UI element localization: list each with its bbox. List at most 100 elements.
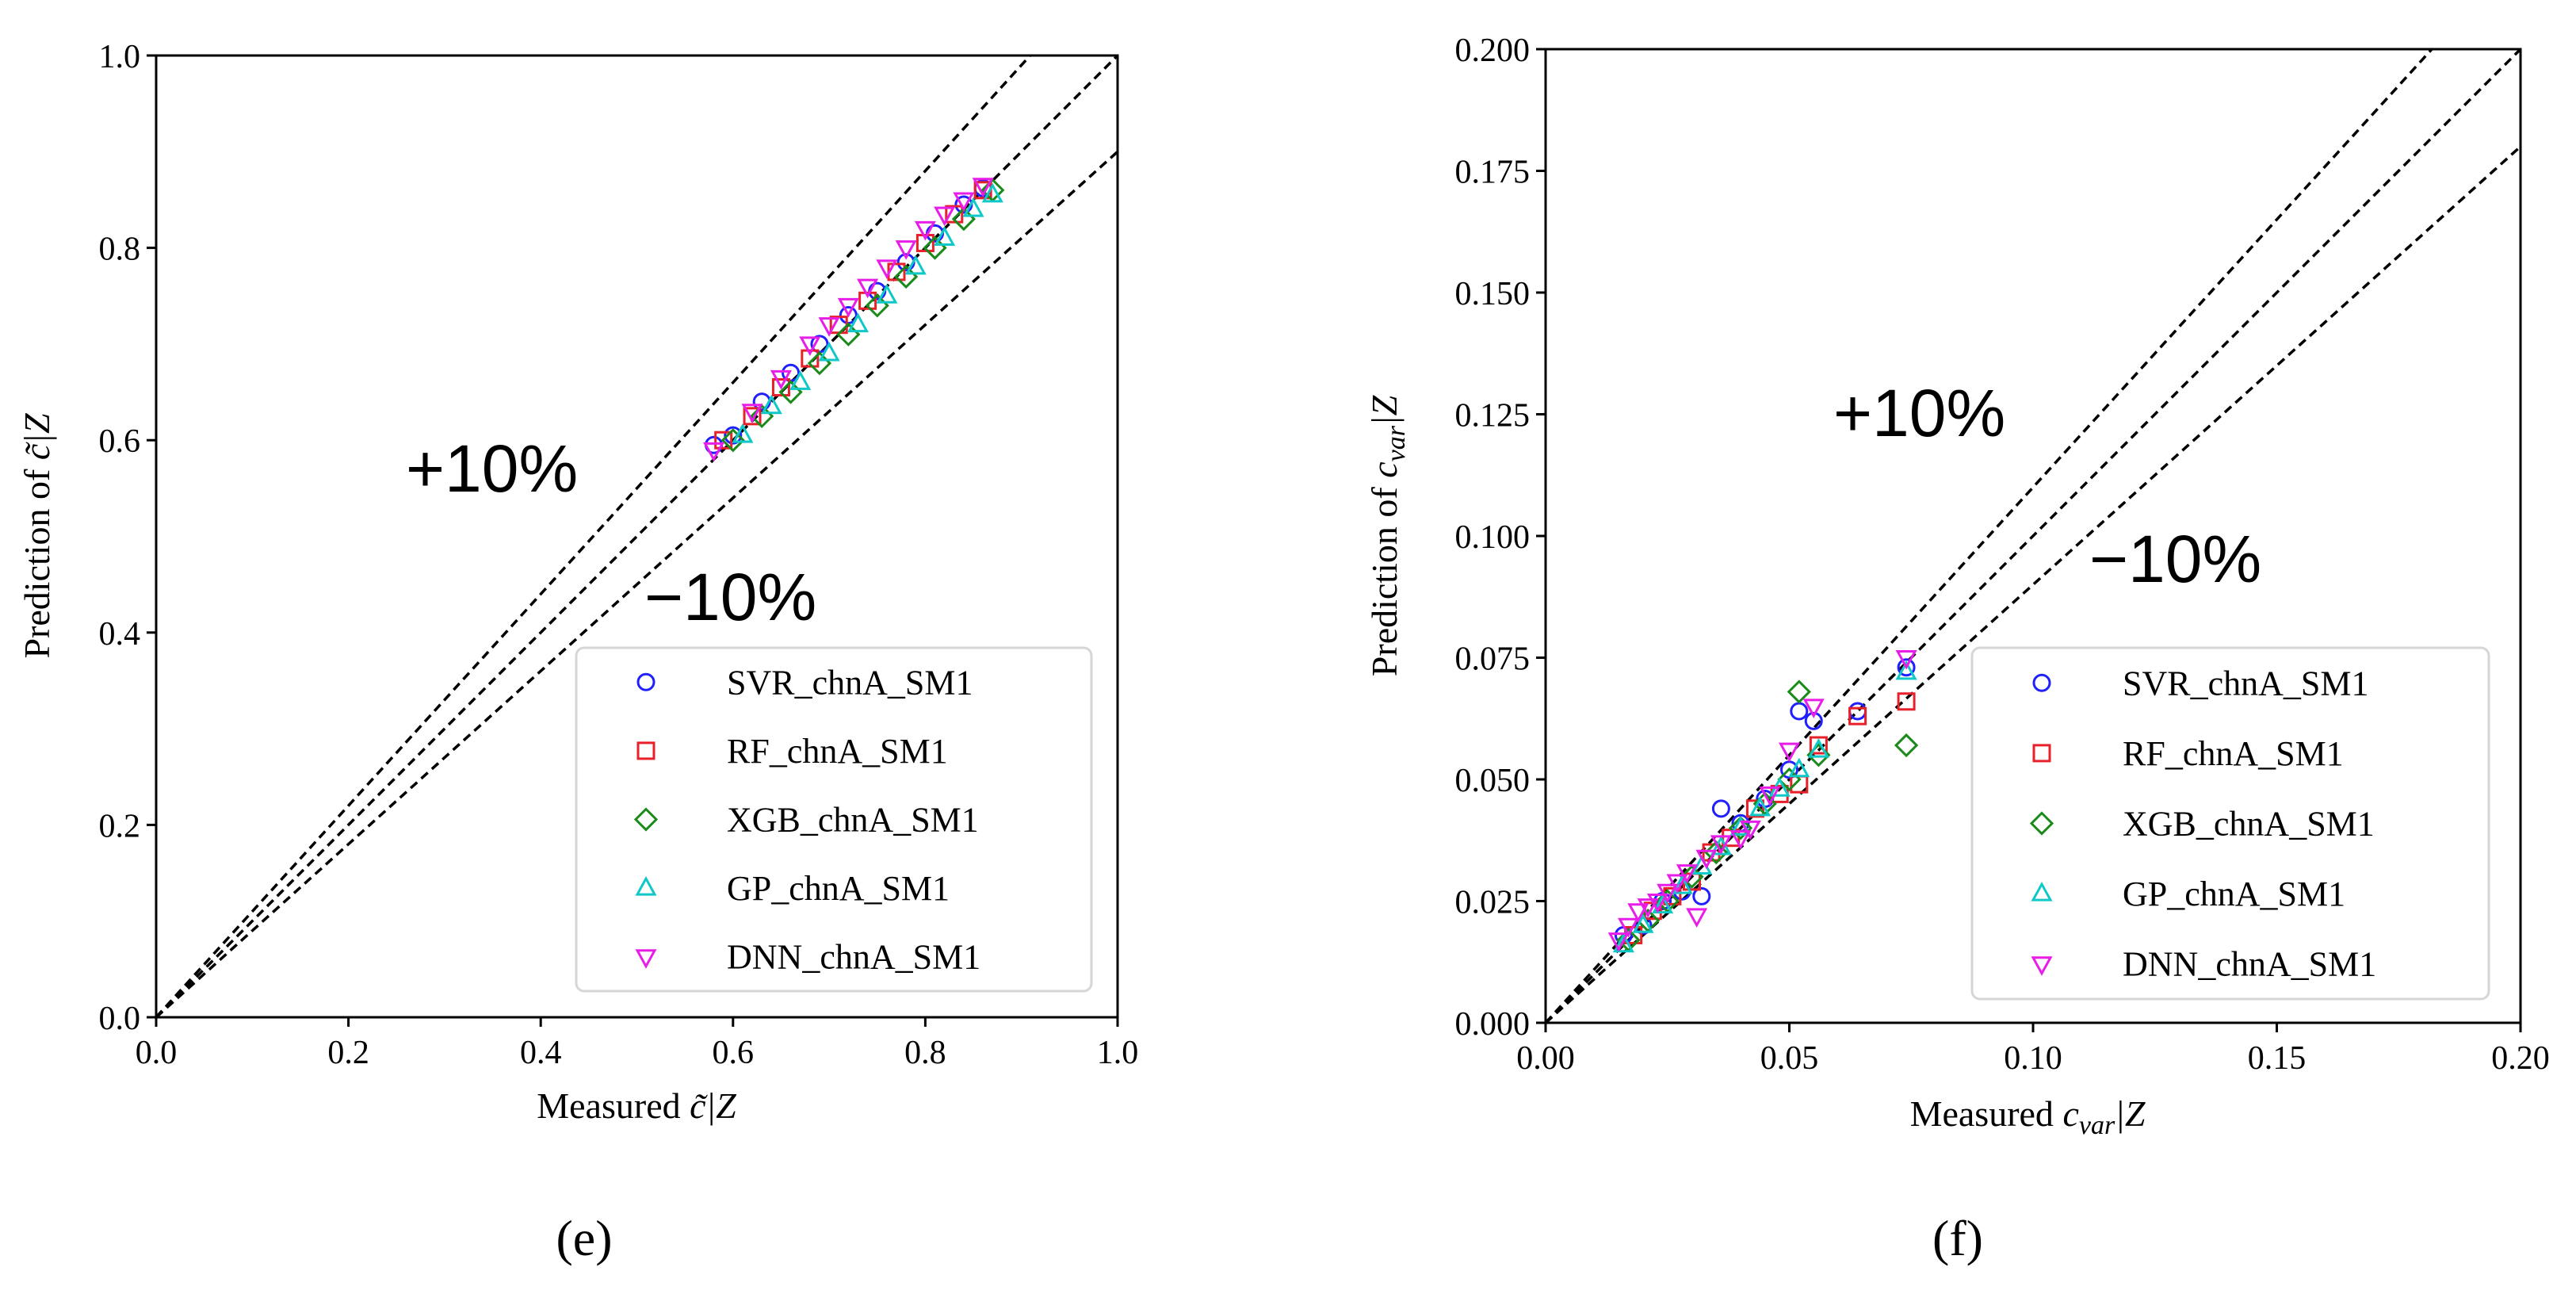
data-point (1802, 699, 1825, 719)
data-point (1848, 702, 1867, 721)
x-tick-label: 0.15 (2248, 1040, 2307, 1077)
legend-box (575, 646, 1093, 993)
y-axis-label: Prediction of cvar|Z (1364, 395, 1411, 676)
legend-marker (635, 875, 657, 896)
data-point (1848, 706, 1867, 725)
data-point (789, 370, 812, 390)
data-point (1897, 692, 1916, 711)
legend-marker (2032, 744, 2051, 763)
data-point (858, 291, 877, 310)
series-DNN_chnA_SM1 (703, 178, 994, 462)
legend-marker (2031, 956, 2053, 976)
y-tick-label: 0.175 (1455, 155, 1531, 191)
data-point (818, 317, 840, 337)
legend-marker (635, 949, 657, 969)
data-point (914, 220, 936, 241)
legend-label: DNN_chnA_SM1 (2123, 945, 2376, 984)
y-axis-label: Prediction of c̃|Z (17, 413, 57, 658)
data-point (876, 284, 898, 304)
data-point (1894, 733, 1919, 758)
data-point (799, 336, 821, 357)
data-point (836, 322, 861, 346)
data-point (1787, 679, 1811, 704)
annotation-plus-10-percent: +10% (406, 431, 578, 506)
data-point (714, 431, 733, 450)
legend-label: XGB_chnA_SM1 (2123, 805, 2375, 844)
reference-line-minus-10 (1546, 145, 2521, 1023)
data-point (1646, 894, 1668, 913)
x-tick-label: 1.0 (1097, 1035, 1139, 1071)
data-point (972, 178, 994, 197)
x-tick-label: 0.0 (136, 1035, 178, 1071)
legend-marker (2029, 811, 2054, 836)
y-tick-label: 0.0 (99, 1001, 141, 1037)
data-point (724, 426, 743, 445)
data-point (1749, 796, 1771, 817)
data-point (904, 255, 927, 275)
legend-label: GP_chnA_SM1 (727, 869, 950, 908)
data-point (1652, 894, 1674, 914)
y-tick-label: 0.050 (1455, 763, 1531, 799)
legend-label: GP_chnA_SM1 (2123, 875, 2345, 913)
data-point (1895, 660, 1917, 680)
legend-label: DNN_chnA_SM1 (727, 938, 980, 977)
data-point (732, 423, 754, 443)
data-point (981, 182, 1003, 203)
data-point (807, 351, 832, 376)
y-tick-label: 0.100 (1455, 519, 1531, 556)
legend-label: RF_chnA_SM1 (2123, 734, 2344, 773)
panel-f-scatter-chart: 0.00 0.05 0.10 0.15 0.20 0.000 0.025 0.050 0.075… (1364, 33, 2550, 1266)
data-point (1607, 932, 1630, 952)
data-point (1804, 711, 1823, 730)
y-tick-label: 0.075 (1455, 641, 1531, 678)
data-point (1711, 799, 1730, 818)
reference-line-minus-10 (156, 150, 1118, 1017)
x-axis-label: Measured c̃|Z (537, 1085, 736, 1126)
legend-label: RF_chnA_SM1 (727, 732, 948, 771)
data-point (1692, 886, 1711, 905)
panel-label: (e) (556, 1210, 612, 1266)
y-tick-label: 1.0 (99, 39, 141, 75)
y-tick-label: 0.8 (99, 232, 141, 268)
legend-label: XGB_chnA_SM1 (727, 801, 979, 840)
data-point (1657, 883, 1679, 904)
legend: SVR_chnA_SM1 RF_chnA_SM1 XGB_chnA_SM1 GP_ch… (1970, 646, 2490, 1001)
y-tick-label: 0.200 (1455, 33, 1531, 69)
x-tick-label: 0.10 (2004, 1040, 2062, 1077)
x-tick-label: 0.8 (904, 1035, 946, 1071)
data-point (1778, 742, 1801, 763)
data-point (743, 407, 762, 426)
series-DNN_chnA_SM1 (1607, 650, 1917, 952)
annotation-plus-10-percent: +10% (1833, 376, 2005, 450)
data-point (1790, 702, 1809, 721)
data-point (1759, 786, 1781, 806)
legend-box (1970, 646, 2490, 1001)
data-point (741, 404, 763, 423)
data-point (1788, 757, 1810, 778)
x-tick-label: 0.4 (520, 1035, 562, 1071)
legend: SVR_chnA_SM1 RF_chnA_SM1 XGB_chnA_SM1 GP_ch… (575, 646, 1093, 993)
x-tick-label: 0.6 (713, 1035, 755, 1071)
y-tick-label: 0.4 (99, 616, 141, 653)
annotation-minus-10-percent: −10% (644, 560, 816, 634)
x-tick-label: 0.20 (2491, 1040, 2550, 1077)
reference-line-plus-10 (156, 56, 1033, 1017)
legend-marker (2032, 673, 2051, 692)
data-point (934, 226, 956, 246)
legend-marker (636, 741, 655, 760)
y-tick-label: 0.025 (1455, 885, 1531, 921)
data-point (1807, 738, 1829, 758)
legend-marker (2031, 881, 2053, 901)
data-point (1671, 874, 1693, 894)
legend-label: SVR_chnA_SM1 (2123, 664, 2369, 702)
data-point (801, 349, 820, 368)
data-point (703, 442, 725, 462)
data-point (1729, 830, 1752, 850)
data-point (818, 341, 840, 362)
x-tick-label: 0.00 (1516, 1040, 1575, 1077)
series-RF_chnA_SM1 (714, 181, 992, 450)
y-tick-label: 0.150 (1455, 276, 1531, 312)
data-point (953, 192, 975, 212)
data-point (1895, 650, 1917, 670)
data-point (1686, 908, 1708, 928)
